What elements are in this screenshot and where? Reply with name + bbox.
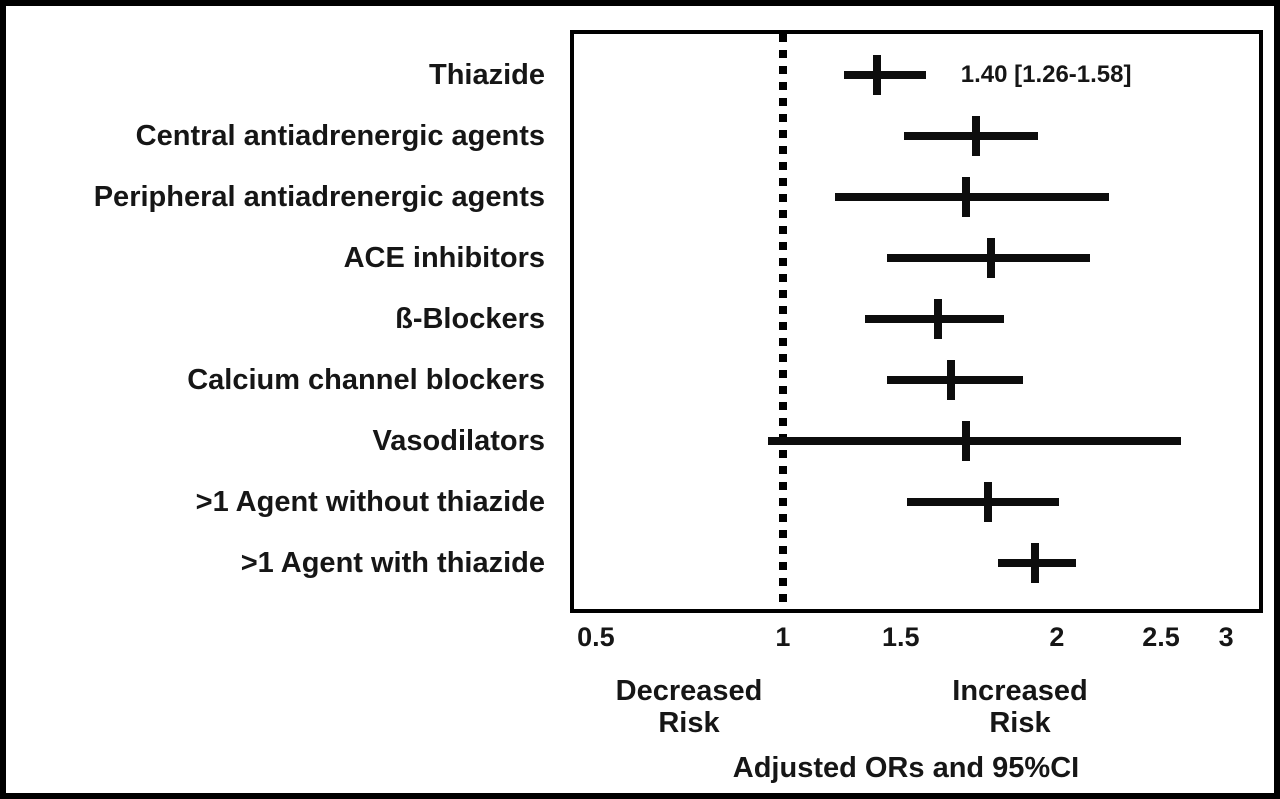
or-center-tick [1031,543,1040,583]
increased-risk-label: Increased Risk [952,675,1087,739]
drug-label: Calcium channel blockers [187,364,545,396]
or-center-tick [873,55,882,95]
drug-label: Central antiadrenergic agents [135,120,545,152]
decreased-risk-label: Decreased Risk [616,675,763,739]
ci-bar [903,132,1039,140]
increased-risk-line2: Risk [989,707,1051,739]
or-center-tick [984,482,993,522]
drug-label: Thiazide [428,59,545,91]
or-center-tick [971,116,980,156]
drug-label: >1 Agent with thiazide [240,547,545,579]
x-axis-tick-label: 3 [1218,622,1234,652]
drug-label: Vasodilators [372,425,545,457]
increased-risk-line1: Increased [952,675,1088,707]
or-annotation: 1.40 [1.26-1.58] [960,61,1132,88]
decreased-risk-line2: Risk [658,707,720,739]
ci-bar [906,498,1059,506]
or-center-tick [962,177,971,217]
drug-label: ACE inhibitors [343,242,545,274]
or-center-tick [934,299,943,339]
x-axis-tick-label: 0.5 [577,622,615,652]
or-center-tick [946,360,955,400]
drug-label: Peripheral antiadrenergic agents [93,181,545,213]
plot-box: 1.40 [1.26-1.58] [570,30,1263,613]
decreased-risk-line1: Decreased [615,675,763,707]
axis-caption: Adjusted ORs and 95%CI [732,752,1080,784]
or-center-tick [962,421,971,461]
x-axis-tick-label: 1.5 [881,622,920,652]
ci-bar [844,71,926,79]
x-axis-tick-label: 2.5 [1142,622,1180,652]
ci-bar [767,437,1181,445]
ci-bar [834,193,1109,201]
x-axis-tick-label: 1 [775,622,791,652]
x-axis-tick-label: 2 [1049,622,1065,652]
or-center-tick [987,238,996,278]
drug-label: >1 Agent without thiazide [195,486,545,518]
reference-line-or-1 [778,34,787,609]
drug-label: ß-Blockers [395,303,545,335]
